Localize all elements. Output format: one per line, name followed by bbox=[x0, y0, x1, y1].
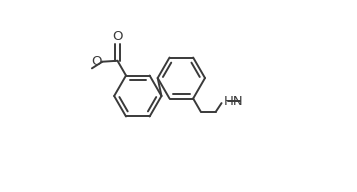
Text: O: O bbox=[112, 30, 123, 43]
Text: HN: HN bbox=[223, 95, 243, 108]
Text: O: O bbox=[91, 55, 102, 68]
